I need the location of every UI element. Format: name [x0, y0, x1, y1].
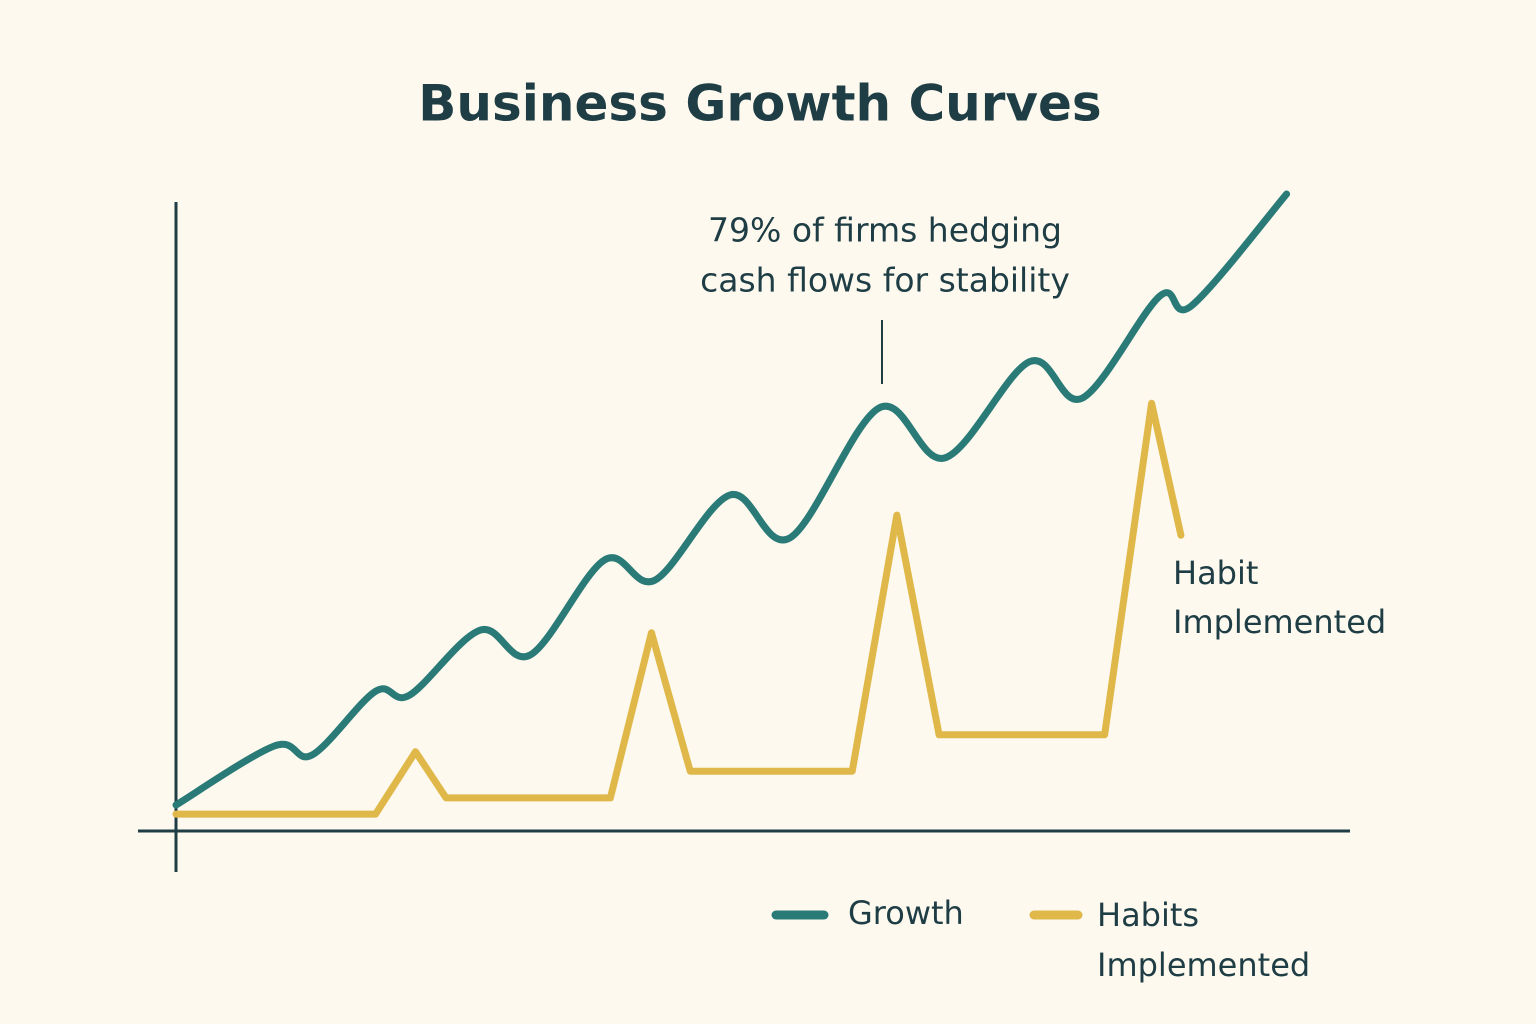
annotation-text: 79% of firms hedging: [708, 211, 1062, 250]
legend-label: Habits Implemented: [1097, 896, 1311, 984]
legend-label: Growth: [848, 894, 964, 932]
chart-title: Business Growth Curves: [418, 75, 1101, 133]
annotation-text: Implemented: [1173, 603, 1386, 641]
annotation-text: Habit: [1173, 554, 1258, 592]
annotation-text: cash flows for stability: [700, 261, 1070, 300]
series-line: [172, 399, 1185, 818]
series-line: [172, 190, 1291, 809]
